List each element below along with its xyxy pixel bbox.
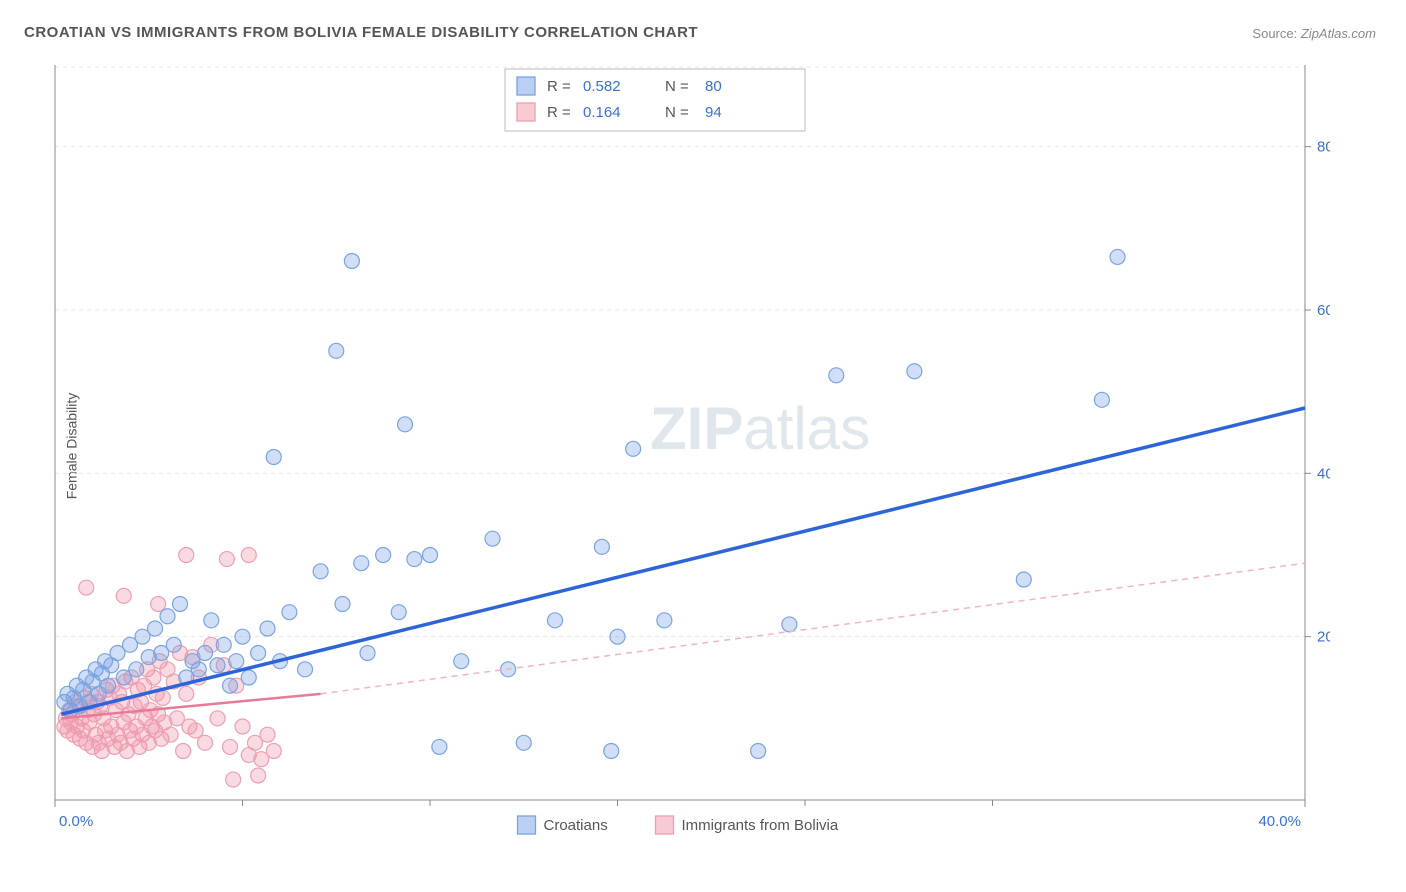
data-point xyxy=(260,727,275,742)
data-point xyxy=(210,711,225,726)
data-point xyxy=(1016,572,1031,587)
data-point xyxy=(485,531,500,546)
data-point xyxy=(219,552,234,567)
data-point xyxy=(657,613,672,628)
data-point xyxy=(251,646,266,661)
data-point xyxy=(604,744,619,759)
data-point xyxy=(344,254,359,269)
chart-area: 0.0% 40.0% 20.0% 40.0% 60.0% 80.0% ZIPatlas R =… xyxy=(50,55,1330,835)
data-point xyxy=(191,662,206,677)
data-point xyxy=(155,690,170,705)
data-point xyxy=(354,556,369,571)
data-point xyxy=(594,539,609,554)
data-point xyxy=(782,617,797,632)
data-point xyxy=(148,621,163,636)
data-point xyxy=(432,739,447,754)
stats-swatch xyxy=(517,103,535,121)
y-tick-label: 20.0% xyxy=(1317,629,1330,646)
legend-swatch xyxy=(656,816,674,834)
data-point xyxy=(226,772,241,787)
data-point xyxy=(176,744,191,759)
data-point xyxy=(129,662,144,677)
data-point xyxy=(179,686,194,701)
data-point xyxy=(101,678,116,693)
data-point xyxy=(198,646,213,661)
watermark: ZIPatlas xyxy=(650,395,870,462)
legend-swatch xyxy=(518,816,536,834)
data-point xyxy=(260,621,275,636)
data-point xyxy=(298,662,313,677)
data-point xyxy=(223,739,238,754)
data-point xyxy=(179,548,194,563)
data-point xyxy=(398,417,413,432)
x-tick-label: 0.0% xyxy=(59,813,93,830)
data-point xyxy=(151,597,166,612)
data-point xyxy=(204,613,219,628)
data-point xyxy=(163,727,178,742)
data-point xyxy=(166,637,181,652)
data-point xyxy=(223,678,238,693)
data-point xyxy=(376,548,391,563)
data-point xyxy=(198,735,213,750)
scatter-chart-svg: 0.0% 40.0% 20.0% 40.0% 60.0% 80.0% ZIPatlas R =… xyxy=(50,55,1330,835)
stats-n-label: N = xyxy=(665,104,689,121)
source-label: Source: xyxy=(1252,26,1297,41)
data-point xyxy=(229,654,244,669)
data-point xyxy=(116,588,131,603)
regression-extrapolation xyxy=(321,563,1305,694)
data-point xyxy=(235,629,250,644)
y-tick-label: 40.0% xyxy=(1317,465,1330,482)
data-point xyxy=(626,441,641,456)
stats-r-value: 0.582 xyxy=(583,78,621,95)
data-point xyxy=(160,609,175,624)
data-point xyxy=(79,580,94,595)
stats-r-value: 0.164 xyxy=(583,104,621,121)
data-point xyxy=(173,597,188,612)
source-attribution: Source: ZipAtlas.com xyxy=(1252,26,1376,41)
chart-title: CROATIAN VS IMMIGRANTS FROM BOLIVIA FEMA… xyxy=(24,24,698,41)
data-point xyxy=(407,552,422,567)
data-point xyxy=(251,768,266,783)
stats-r-label: R = xyxy=(547,104,571,121)
data-point xyxy=(241,670,256,685)
stats-n-value: 94 xyxy=(705,104,722,121)
data-point xyxy=(516,735,531,750)
legend-label: Immigrants from Bolivia xyxy=(682,817,839,834)
data-point xyxy=(610,629,625,644)
data-point xyxy=(391,605,406,620)
data-point xyxy=(188,723,203,738)
stats-r-label: R = xyxy=(547,78,571,95)
data-point xyxy=(266,744,281,759)
stats-n-label: N = xyxy=(665,78,689,95)
data-point xyxy=(360,646,375,661)
source-value: ZipAtlas.com xyxy=(1301,26,1376,41)
data-point xyxy=(423,548,438,563)
data-point xyxy=(1110,249,1125,264)
stats-n-value: 80 xyxy=(705,78,722,95)
data-point xyxy=(210,658,225,673)
data-point xyxy=(335,597,350,612)
data-point xyxy=(548,613,563,628)
data-point xyxy=(282,605,297,620)
x-tick-label: 40.0% xyxy=(1258,813,1301,830)
data-point xyxy=(235,719,250,734)
data-point xyxy=(1094,392,1109,407)
stats-swatch xyxy=(517,77,535,95)
legend-label: Croatians xyxy=(544,817,608,834)
data-point xyxy=(829,368,844,383)
data-point xyxy=(454,654,469,669)
data-point xyxy=(313,564,328,579)
y-tick-label: 80.0% xyxy=(1317,139,1330,156)
data-point xyxy=(241,548,256,563)
data-point xyxy=(146,670,161,685)
y-tick-label: 60.0% xyxy=(1317,302,1330,319)
data-point xyxy=(216,637,231,652)
data-point xyxy=(751,744,766,759)
data-point xyxy=(329,343,344,358)
data-point xyxy=(266,450,281,465)
data-point xyxy=(907,364,922,379)
